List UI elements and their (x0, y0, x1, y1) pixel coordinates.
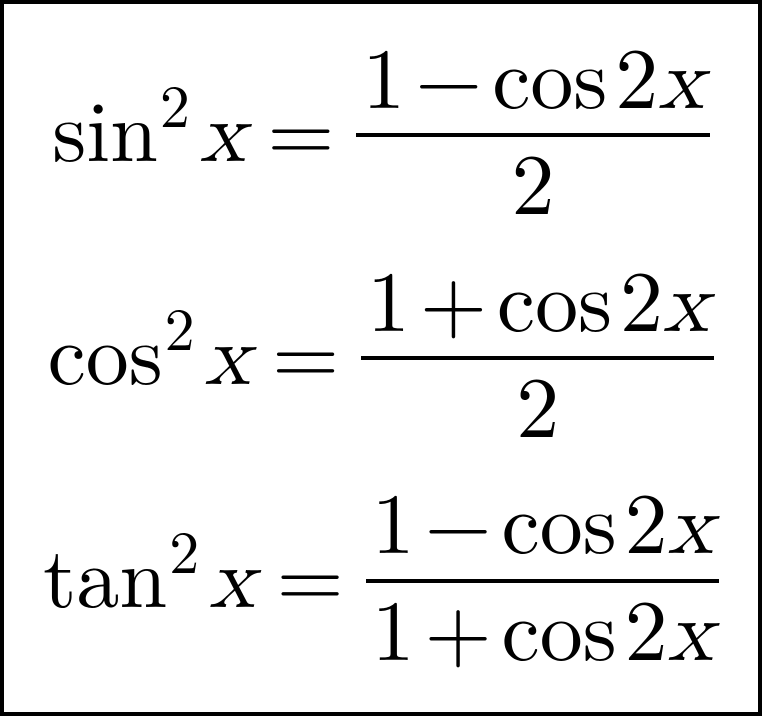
denominator: 1 + cos 2x (366, 589, 719, 679)
lhs-func: cos (48, 315, 163, 401)
num-arg: 2x (620, 260, 708, 350)
lhs-func: sin (52, 92, 158, 178)
rhs-fraction: 1 − cos 2x 2 (356, 37, 709, 234)
denominator: 2 (505, 143, 560, 233)
num-xi: x (668, 484, 713, 570)
den-trig: cos (502, 589, 617, 679)
numerator: 1 − cos 2x (356, 37, 709, 127)
lhs: cos 2 x (48, 315, 251, 401)
numerator: 1 + cos 2x (361, 260, 714, 350)
lhs-func: tan (43, 538, 167, 624)
lhs-power: 2 (165, 302, 195, 362)
den-xi: x (668, 591, 713, 677)
num-coef: 2 (620, 262, 663, 348)
numerator: 1 − cos 2x (366, 482, 719, 572)
equals-sign: = (272, 315, 339, 401)
equation-row: tan 2 x = 1 − cos 2x 1 + cos 2x (14, 482, 748, 679)
rhs-fraction: 1 + cos 2x 2 (361, 260, 714, 457)
num-trig: cos (502, 482, 617, 572)
fraction-bar (361, 356, 714, 360)
num-op: − (425, 482, 492, 572)
num-left: 1 (372, 482, 415, 572)
lhs-power: 2 (169, 525, 199, 585)
lhs: sin 2 x (52, 92, 245, 178)
num-trig: cos (492, 37, 607, 127)
num-op: − (415, 37, 482, 127)
equals-sign: = (267, 92, 334, 178)
lhs-variable: x (209, 538, 254, 624)
rhs-fraction: 1 − cos 2x 1 + cos 2x (366, 482, 719, 679)
num-coef: 2 (625, 484, 668, 570)
equals-sign: = (277, 538, 344, 624)
num-trig: cos (497, 260, 612, 350)
fraction-bar (366, 579, 719, 583)
num-op: + (420, 260, 487, 350)
num-left: 1 (362, 37, 405, 127)
fraction-bar (356, 133, 709, 137)
num-xi: x (663, 262, 708, 348)
lhs-variable: x (205, 315, 250, 401)
den-op: + (425, 589, 492, 679)
den-plain: 2 (511, 143, 554, 233)
lhs-variable: x (200, 92, 245, 178)
den-plain: 2 (516, 366, 559, 456)
denominator: 2 (510, 366, 565, 456)
num-left: 1 (367, 260, 410, 350)
formula-card: sin 2 x = 1 − cos 2x 2 cos 2 x = (0, 0, 762, 716)
den-coef: 2 (625, 591, 668, 677)
num-arg: 2x (615, 37, 703, 127)
num-coef: 2 (615, 39, 658, 125)
num-arg: 2x (625, 482, 713, 572)
equation-row: sin 2 x = 1 − cos 2x 2 (14, 37, 748, 234)
den-left: 1 (372, 589, 415, 679)
lhs-power: 2 (160, 79, 190, 139)
num-xi: x (658, 39, 703, 125)
equation-row: cos 2 x = 1 + cos 2x 2 (14, 260, 748, 457)
den-arg: 2x (625, 589, 713, 679)
lhs: tan 2 x (43, 538, 255, 624)
